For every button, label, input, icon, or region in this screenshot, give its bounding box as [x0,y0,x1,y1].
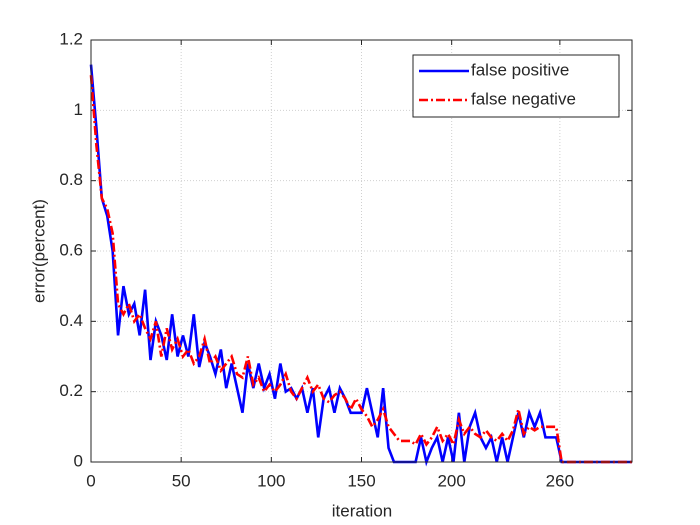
plot-frame [90,39,633,463]
y-tick-label: 0 [74,451,83,470]
y-tick-label: 0.6 [59,240,83,259]
x-tick-label: 150 [347,471,375,490]
y-tick-label: 1.2 [59,29,83,48]
x-tick-label: 50 [172,471,191,490]
y-tick-label: 0.8 [59,170,83,189]
data-line [89,75,632,464]
y-axis-label: error(percent) [29,199,48,303]
x-tick-label: 100 [257,471,285,490]
x-tick-label: 200 [437,471,465,490]
x-tick-label: 260 [546,471,574,490]
legend-label: false positive [471,60,569,79]
legend-label: false negative [471,89,576,108]
x-tick-label: 0 [86,471,95,490]
data-line [89,64,632,467]
x-axis-label: iteration [332,501,392,520]
y-tick-label: 1 [74,100,83,119]
legend-box [412,54,620,118]
y-tick-label: 0.4 [59,311,83,330]
y-tick-label: 0.2 [59,381,83,400]
